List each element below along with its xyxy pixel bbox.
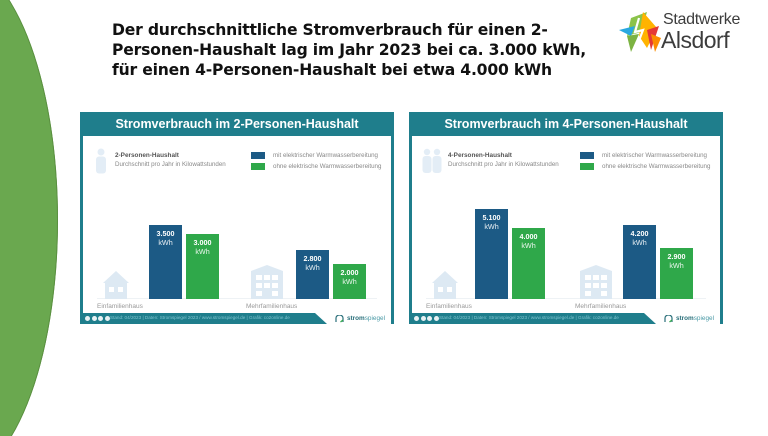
legend-swatch-green <box>580 162 594 170</box>
slide-headline: Der durchschnittliche Stromverbrauch für… <box>112 21 586 79</box>
stromspiegel-logo-icon <box>335 314 344 322</box>
logo-text-line2: Alsdorf <box>661 27 730 53</box>
bar-einfamilienhaus-with: 5.100 kWh <box>475 209 508 299</box>
household-description: Durchschnitt pro Jahr in Kilowattstunden <box>115 161 226 168</box>
brand-bold: strom <box>346 315 365 322</box>
footer-band <box>412 313 652 324</box>
bar-einfamilienhaus-without: 3.000 kWh <box>186 234 219 299</box>
bar-unit: kWh <box>342 277 357 286</box>
stromspiegel-brand: stromspiegel <box>664 313 714 324</box>
legend-item-without-hot-water: ohne elektrische Warmwasserbereitung <box>580 161 710 171</box>
license-icons <box>85 316 110 321</box>
bar-unit: kWh <box>158 238 173 247</box>
footer-source-text: Stand: 04/2023 | Daten: Stromspiegel 202… <box>439 315 619 320</box>
stromspiegel-logo-icon <box>664 314 673 322</box>
bar-value: 2.900 <box>667 252 686 261</box>
apartment-building-icon <box>580 265 612 299</box>
bar-value: 5.100 <box>482 213 501 222</box>
bar-mehrfamilienhaus-with: 2.800 kWh <box>296 250 329 299</box>
apartment-building-icon <box>251 265 283 299</box>
panel-footer: Stand: 04/2023 | Daten: Stromspiegel 202… <box>83 313 391 324</box>
legend-label: mit elektrischer Warmwasserbereitung <box>273 151 378 159</box>
footer-white-area <box>315 313 391 324</box>
legend-swatch-blue <box>251 151 265 159</box>
brand-bold: strom <box>675 315 694 322</box>
panel-title: Stromverbrauch im 4-Personen-Haushalt <box>444 117 688 131</box>
bar-value: 2.800 <box>303 254 322 263</box>
bar-unit: kWh <box>669 261 684 270</box>
bar-value: 2.000 <box>340 268 359 277</box>
chart-panel-2-persons: Stromverbrauch im 2-Personen-Haushalt 2-… <box>80 112 394 324</box>
single-family-house-icon <box>432 271 458 299</box>
category-label: Mehrfamilienhaus <box>246 303 298 310</box>
panel-title: Stromverbrauch im 2-Personen-Haushalt <box>115 117 359 131</box>
bar-unit: kWh <box>484 222 499 231</box>
bar-mehrfamilienhaus-without: 2.000 kWh <box>333 264 366 299</box>
bar-value: 4.000 <box>519 232 538 241</box>
brand-light: spiegel <box>693 315 714 322</box>
legend-label: mit elektrischer Warmwasserbereitung <box>602 151 707 159</box>
category-label: Einfamilienhaus <box>426 303 472 310</box>
bar-einfamilienhaus-with: 3.500 kWh <box>149 225 182 299</box>
bar-unit: kWh <box>305 263 320 272</box>
legend-swatch-blue <box>580 151 594 159</box>
lightning-logo-icon <box>619 12 661 52</box>
bar-value: 3.000 <box>193 238 212 247</box>
stadtwerke-alsdorf-logo: Stadtwerke Alsdorf <box>617 10 767 55</box>
panel-body: 2-Personen-Haushalt Durchschnitt pro Jah… <box>83 136 391 313</box>
single-family-house-icon <box>103 271 129 299</box>
license-icons <box>414 316 439 321</box>
chart-legend: mit elektrischer Warmwasserbereitung ohn… <box>580 150 710 172</box>
bar-value: 4.200 <box>630 229 649 238</box>
stromspiegel-brand: stromspiegel <box>335 313 385 324</box>
legend-label: ohne elektrische Warmwasserbereitung <box>273 162 382 170</box>
brand-light: spiegel <box>364 315 385 322</box>
legend-item-without-hot-water: ohne elektrische Warmwasserbereitung <box>251 161 381 171</box>
category-label: Mehrfamilienhaus <box>575 303 627 310</box>
logo-text-line1: Stadtwerke <box>663 11 741 28</box>
household-description: Durchschnitt pro Jahr in Kilowattstunden <box>448 161 559 168</box>
legend-item-with-hot-water: mit elektrischer Warmwasserbereitung <box>580 150 710 160</box>
household-label: 4-Personen-Haushalt <box>448 152 512 159</box>
legend-label: ohne elektrische Warmwasserbereitung <box>602 162 711 170</box>
bar-value: 3.500 <box>156 229 175 238</box>
chart-legend: mit elektrischer Warmwasserbereitung ohn… <box>251 150 381 172</box>
category-label: Einfamilienhaus <box>97 303 143 310</box>
panel-body: 4-Personen-Haushalt Durchschnitt pro Jah… <box>412 136 720 313</box>
panel-footer: Stand: 04/2023 | Daten: Stromspiegel 202… <box>412 313 720 324</box>
legend-item-with-hot-water: mit elektrischer Warmwasserbereitung <box>251 150 381 160</box>
bar-mehrfamilienhaus-without: 2.900 kWh <box>660 248 693 299</box>
footer-source-text: Stand: 04/2023 | Daten: Stromspiegel 202… <box>110 315 290 320</box>
chart-baseline <box>97 298 377 299</box>
footer-white-area <box>644 313 720 324</box>
person-silhouette-icon <box>96 148 106 174</box>
bar-unit: kWh <box>632 238 647 247</box>
chart-panel-4-persons: Stromverbrauch im 4-Personen-Haushalt 4-… <box>409 112 723 324</box>
family-silhouette-icon <box>422 148 442 173</box>
bar-unit: kWh <box>195 247 210 256</box>
household-label: 2-Personen-Haushalt <box>115 152 179 159</box>
chart-baseline <box>426 298 706 299</box>
bar-mehrfamilienhaus-with: 4.200 kWh <box>623 225 656 299</box>
legend-swatch-green <box>251 162 265 170</box>
decorative-green-arc <box>0 0 58 436</box>
bar-unit: kWh <box>521 241 536 250</box>
footer-band <box>83 313 323 324</box>
bar-einfamilienhaus-without: 4.000 kWh <box>512 228 545 299</box>
